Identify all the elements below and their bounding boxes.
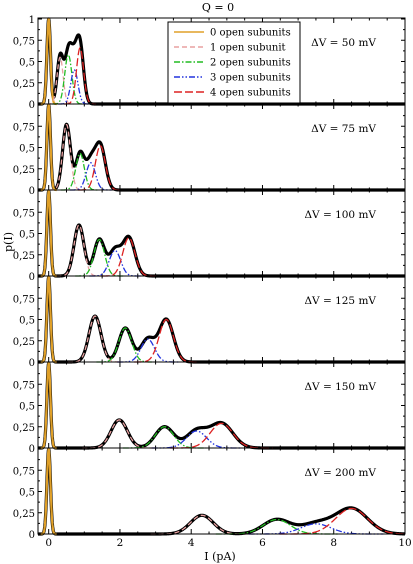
y-tick-label: 0: [29, 444, 35, 455]
panel-6: 0 0,25 0,5 0,75 ΔV = 200 mV: [13, 447, 407, 541]
total-curve: [36, 447, 407, 536]
panel-2: 0 0,25 0,5 0,75 ΔV = 75 mV: [13, 103, 407, 197]
series-1-curve: [67, 315, 123, 363]
panel-label: ΔV = 100 mV: [304, 209, 376, 221]
legend-label-0: 0 open subunits: [210, 28, 291, 39]
y-tick-label: 0,25: [13, 509, 35, 520]
y-tick-label: 1: [29, 15, 35, 26]
legend-label-4: 4 open subunits: [210, 88, 291, 99]
panel-frame: [37, 189, 406, 277]
y-tick-label: 0,75: [13, 36, 35, 47]
series-1-curve: [150, 514, 254, 535]
series-2-curve: [52, 53, 85, 105]
panel-label: ΔV = 125 mV: [304, 295, 376, 307]
series-0-curve: [40, 362, 57, 450]
y-tick-label: 0,25: [13, 337, 35, 348]
x-tick-label: 0: [45, 537, 52, 549]
total-curve: [36, 275, 407, 364]
y-tick-label: 0: [29, 100, 35, 111]
legend-label-3: 3 open subunits: [210, 73, 291, 84]
y-tick-label: 0,25: [13, 251, 35, 262]
y-tick-label: 0,5: [19, 316, 35, 327]
y-tick-label: 0,75: [13, 380, 35, 391]
panel-label: ΔV = 200 mV: [304, 467, 376, 479]
panel-label: ΔV = 150 mV: [304, 381, 376, 393]
y-tick-label: 0,25: [13, 79, 35, 90]
panel-5: 0 0,25 0,5 0,75 ΔV = 150 mV: [13, 361, 407, 455]
panel-frame: [37, 447, 406, 535]
y-tick-label: 0,75: [13, 208, 35, 219]
y-tick-label: 0,5: [19, 58, 35, 69]
x-tick-label: 8: [330, 537, 337, 549]
series-0-curve: [40, 18, 57, 106]
legend: 0 open subunits 1 open subunit 2 open subu…: [167, 21, 301, 104]
panel-3: 0 0,25 0,5 0,75 ΔV = 100 mV: [13, 189, 407, 283]
x-tick-label: 2: [117, 537, 124, 549]
y-tick-label: 0,5: [19, 488, 35, 499]
y-tick-label: 0,75: [13, 466, 35, 477]
y-tick-label: 0: [29, 358, 35, 369]
panel-4: 0 0,25 0,5 0,75 ΔV = 125 mV: [13, 275, 407, 369]
y-tick-label: 0,25: [13, 165, 35, 176]
y-tick-label: 0: [29, 186, 35, 197]
series-2-curve: [96, 327, 155, 363]
y-axis-label: p(I): [2, 232, 15, 252]
y-tick-label: 0: [29, 530, 35, 541]
y-tick-label: 0,75: [13, 122, 35, 133]
series-3-curve: [248, 523, 384, 535]
x-tick-label: 4: [188, 537, 195, 549]
y-tick-label: 0,25: [13, 423, 35, 434]
panel-frame: [37, 361, 406, 449]
panel-label: ΔV = 75 mV: [311, 123, 376, 135]
series-4-curve: [279, 507, 405, 535]
series-0-curve: [40, 276, 57, 364]
y-tick-label: 0,5: [19, 230, 35, 241]
panels: 0 0,25 0,5 0,75 1 ΔV = 50 mV 0 0,25 0,5 0,75 ΔV = …: [13, 15, 412, 549]
panel-label: ΔV = 50 mV: [311, 37, 376, 49]
series-3-curve: [69, 162, 112, 191]
series-0-curve: [40, 104, 57, 192]
total-curve: [36, 189, 407, 278]
series-0-curve: [40, 448, 57, 536]
x-tick-label: 6: [259, 537, 266, 549]
series-3-curve: [89, 249, 141, 277]
y-tick-label: 0,75: [13, 294, 35, 305]
chart-title: Q = 0: [202, 1, 234, 14]
x-axis-label: I (pA): [204, 550, 235, 563]
series-4-curve: [134, 318, 199, 363]
y-tick-label: 0,5: [19, 402, 35, 413]
y-tick-label: 0: [29, 272, 35, 283]
series-3-curve: [151, 430, 242, 449]
total-curve: [36, 361, 407, 450]
x-tick-label: 10: [398, 537, 411, 549]
y-tick-label: 0,5: [19, 144, 35, 155]
legend-label-2: 2 open subunits: [210, 58, 291, 69]
legend-label-1: 1 open subunit: [210, 43, 286, 54]
series-4-curve: [64, 47, 97, 105]
series-0-curve: [40, 190, 57, 278]
series-3-curve: [117, 338, 179, 363]
